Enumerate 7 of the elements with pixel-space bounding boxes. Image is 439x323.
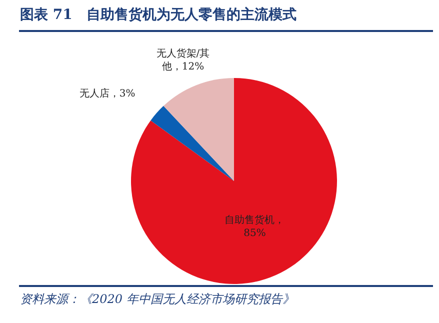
pie-slice [150, 106, 234, 181]
text: 资料来源：《2020 年中国无人经济市场研究报告》 [20, 291, 294, 308]
slice-label: 无人货架/其他，12% [156, 46, 210, 72]
chart-title: 图表 71 自助售货机为无人零售的主流模式 [20, 6, 296, 24]
slice-label: 无人店，3% [79, 86, 136, 99]
pie-slice [163, 78, 234, 181]
slice-label: 自助售货机，85% [224, 214, 285, 239]
